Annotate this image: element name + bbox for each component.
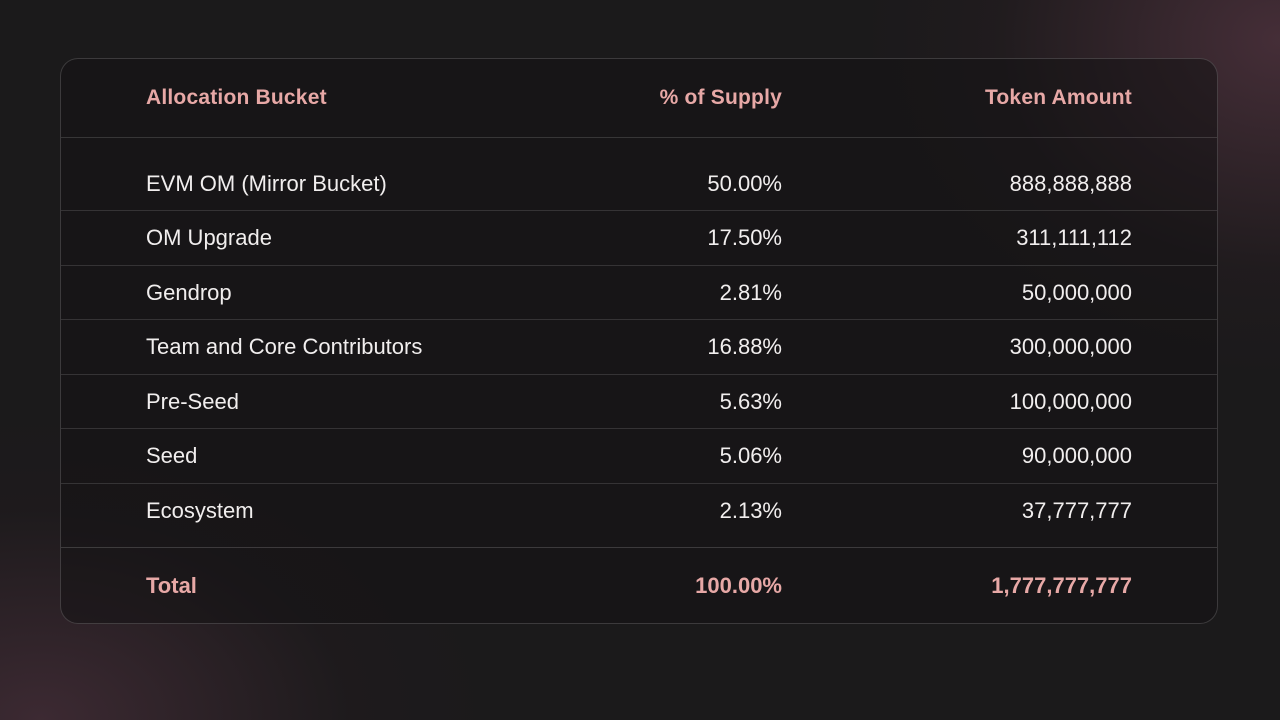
row-bucket: EVM OM (Mirror Bucket) — [146, 170, 387, 196]
row-supply: 5.63% — [719, 388, 782, 414]
row-amount: 888,888,888 — [1009, 170, 1132, 196]
row-supply: 5.06% — [719, 443, 782, 468]
table-row: OM Upgrade 17.50% 311,111,112 — [61, 212, 1217, 266]
header-allocation-bucket: Allocation Bucket — [146, 86, 327, 109]
row-amount: 90,000,000 — [1021, 443, 1132, 468]
row-amount: 311,111,112 — [1016, 225, 1132, 250]
total-amount: 1,777,777,777 — [991, 573, 1132, 598]
row-supply: 2.13% — [719, 498, 782, 523]
total-label: Total — [146, 573, 197, 598]
table-row: Gendrop 2.81% 50,000,000 — [61, 266, 1217, 320]
row-supply: 16.88% — [707, 334, 782, 359]
total-supply: 100.00% — [695, 573, 782, 598]
table-row: Pre-Seed 5.63% 100,000,000 — [61, 375, 1217, 429]
row-bucket: Team and Core Contributors — [146, 334, 423, 359]
header-percent-of-supply: % of Supply — [659, 86, 782, 109]
row-bucket: Pre-Seed — [146, 388, 239, 414]
row-supply: 17.50% — [707, 225, 782, 250]
row-amount: 100,000,000 — [1009, 388, 1132, 414]
row-amount: 50,000,000 — [1021, 279, 1132, 305]
row-supply: 2.81% — [719, 279, 782, 305]
row-bucket: Seed — [146, 443, 198, 468]
table-row: Team and Core Contributors 16.88% 300,00… — [61, 321, 1217, 375]
table-row: EVM OM (Mirror Bucket) 50.00% 888,888,88… — [61, 157, 1217, 211]
row-bucket: Gendrop — [146, 279, 232, 305]
table-header-row: Allocation Bucket % of Supply Token Amou… — [61, 59, 1217, 138]
table-row: Ecosystem 2.13% 37,777,777 — [61, 484, 1217, 538]
row-supply: 50.00% — [707, 170, 782, 196]
row-bucket: OM Upgrade — [146, 225, 272, 250]
table-total-row: Total 100.00% 1,777,777,777 — [61, 548, 1217, 623]
allocation-table: Allocation Bucket % of Supply Token Amou… — [60, 58, 1218, 624]
row-bucket: Ecosystem — [146, 498, 254, 523]
total-divider — [61, 547, 1217, 548]
table-row: Seed 5.06% 90,000,000 — [61, 430, 1217, 484]
row-amount: 300,000,000 — [1009, 334, 1132, 359]
row-amount: 37,777,777 — [1021, 498, 1132, 523]
header-token-amount: Token Amount — [984, 86, 1132, 109]
